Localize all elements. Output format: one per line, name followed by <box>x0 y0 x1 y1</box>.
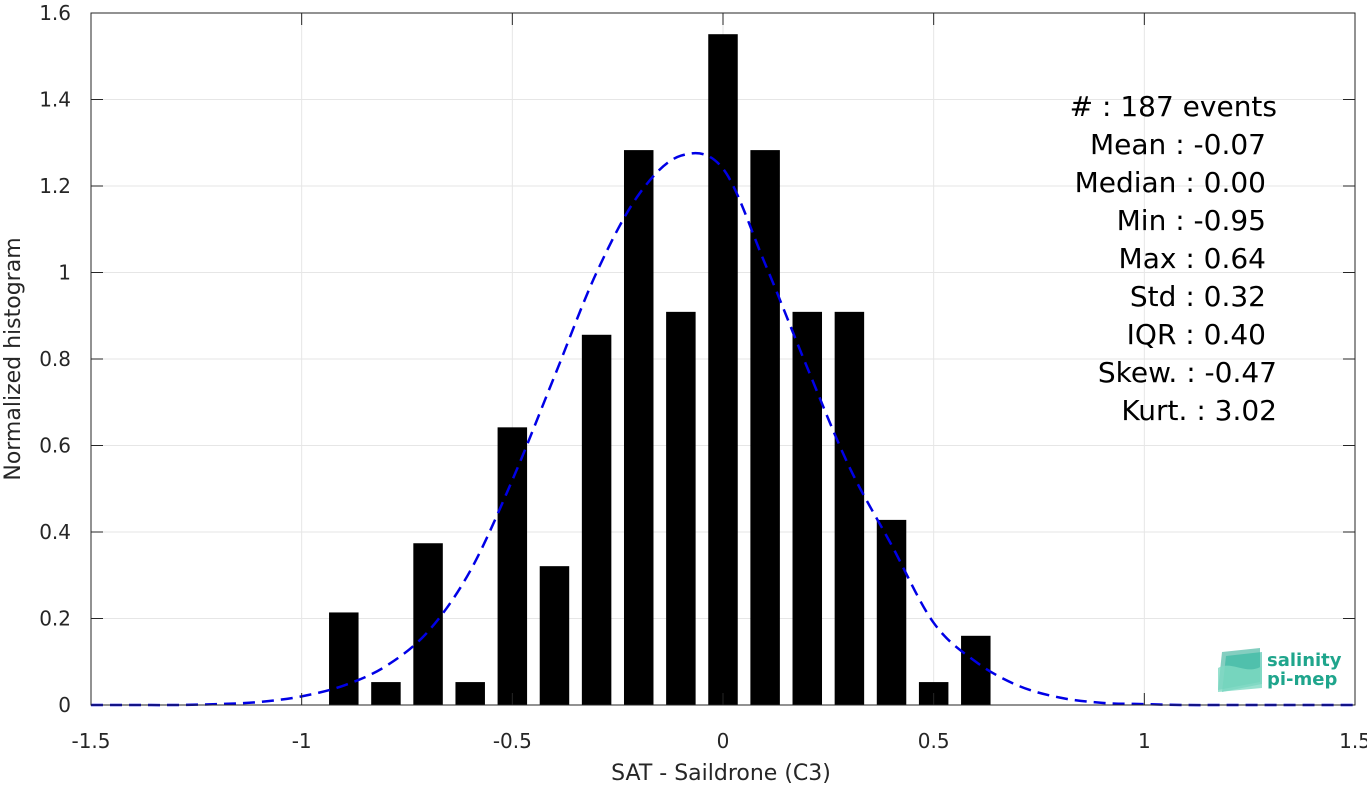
x-tick-label: -0.5 <box>493 729 532 753</box>
histogram-bar <box>666 311 696 705</box>
histogram-bar <box>623 150 654 706</box>
y-tick-label: 0.4 <box>39 520 71 544</box>
stat-mean: Mean : -0.07 <box>1090 128 1266 161</box>
statistics-annotation: # : 187 events Mean : -0.07 Median : 0.0… <box>1070 90 1277 427</box>
histogram-bar <box>750 150 780 706</box>
histogram-bar <box>371 682 401 705</box>
stat-skewness: Skew. : -0.47 <box>1098 356 1277 389</box>
y-axis-tick-labels: 0 0.2 0.4 0.6 0.8 1 1.2 1.4 1.6 <box>39 1 71 717</box>
y-tick-label: 0 <box>58 693 71 717</box>
histogram-bar <box>539 566 570 705</box>
salinity-pi-mep-logo: salinity pi-mep <box>1218 648 1342 692</box>
x-axis-tick-labels: -1.5 -1 -0.5 0 0.5 1 1.5 <box>71 729 1367 753</box>
logo-text-pi-mep: pi-mep <box>1267 669 1337 690</box>
y-tick-label: 0.2 <box>39 607 71 631</box>
histogram-bar <box>581 334 612 705</box>
stat-kurtosis: Kurt. : 3.02 <box>1121 394 1277 427</box>
y-tick-label: 0.6 <box>39 434 71 458</box>
histogram-bar <box>708 34 738 705</box>
stat-min: Min : -0.95 <box>1117 204 1266 237</box>
normal-fit-curve <box>91 151 1355 707</box>
histogram-bar <box>961 635 991 705</box>
y-tick-label: 1.2 <box>39 174 71 198</box>
x-tick-label: 1 <box>1138 729 1151 753</box>
stat-max: Max : 0.64 <box>1119 242 1266 275</box>
logo-text-salinity: salinity <box>1267 650 1342 671</box>
x-tick-label: 0.5 <box>918 729 950 753</box>
x-axis-label: SAT - Saildrone (C3) <box>611 761 831 785</box>
x-tick-label: 1.5 <box>1339 729 1367 753</box>
histogram-bar <box>413 543 443 705</box>
y-tick-label: 1 <box>58 261 71 285</box>
axis-ticks <box>90 12 1356 706</box>
x-tick-label: 0 <box>717 729 730 753</box>
x-tick-label: -1 <box>292 729 312 753</box>
histogram-bar <box>876 519 907 705</box>
stat-iqr: IQR : 0.40 <box>1127 318 1266 351</box>
stat-median: Median : 0.00 <box>1075 166 1266 199</box>
stat-std: Std : 0.32 <box>1130 280 1266 313</box>
y-tick-label: 0.8 <box>39 347 71 371</box>
y-tick-label: 1.6 <box>39 1 71 25</box>
x-tick-label: -1.5 <box>71 729 110 753</box>
histogram-bar <box>329 612 359 705</box>
stat-events: # : 187 events <box>1070 90 1277 123</box>
y-axis-label: Normalized histogram <box>1 237 26 480</box>
histogram-bar <box>497 427 528 705</box>
histogram-bar <box>792 311 823 705</box>
logo-wave-icon <box>1218 648 1262 692</box>
histogram-bar <box>834 311 865 705</box>
y-tick-label: 1.4 <box>39 88 71 112</box>
histogram-bar <box>455 682 485 705</box>
histogram-bars <box>329 34 991 706</box>
